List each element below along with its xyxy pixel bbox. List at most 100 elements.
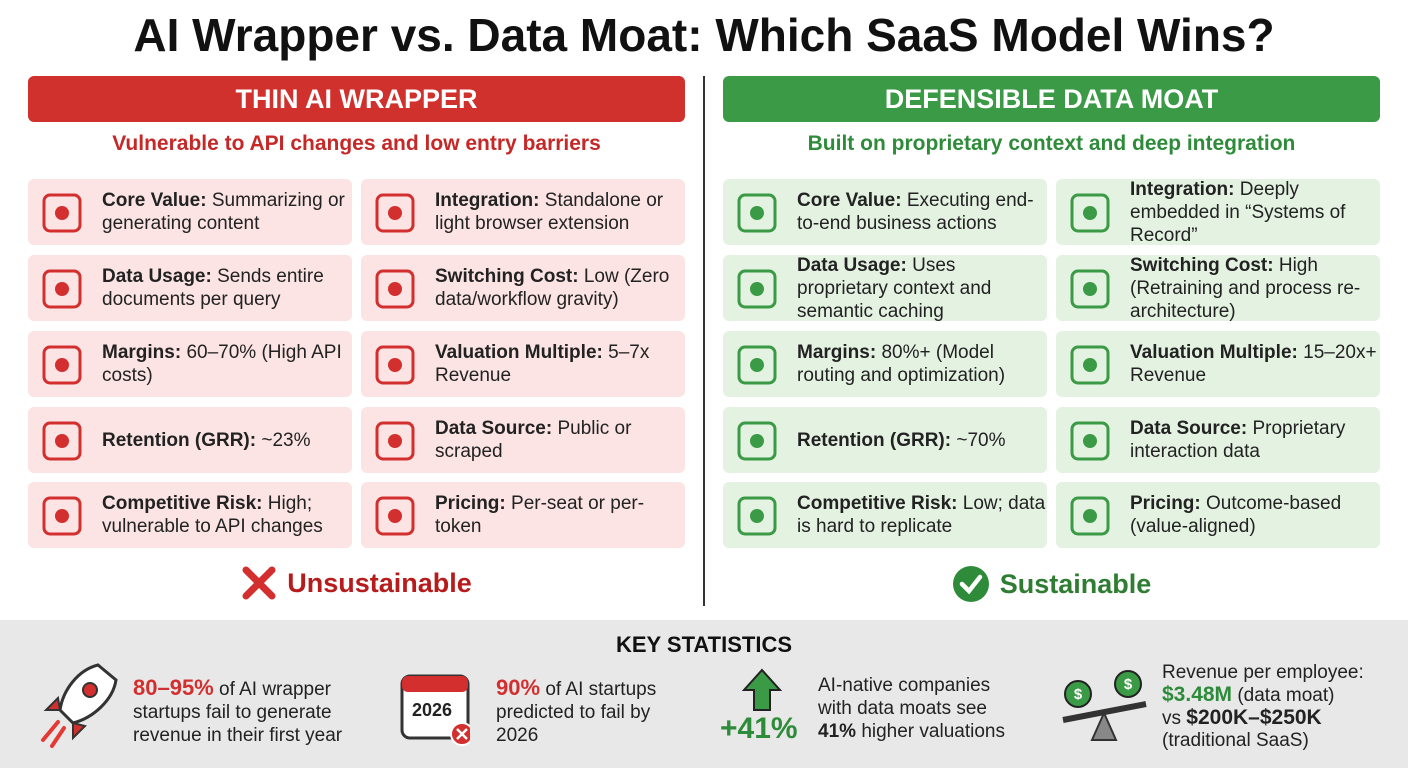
card-value: 15–20x+ Revenue <box>1130 342 1377 386</box>
card: Data Source: Public or scraped <box>361 407 685 473</box>
card-value: Low; data is hard to replicate <box>797 493 1046 537</box>
card: Valuation Multiple: 5–7x Revenue <box>361 331 685 397</box>
stat-note-2: (traditional SaaS) <box>1162 730 1309 751</box>
verdict-text: Unsustainable <box>287 567 472 598</box>
card-label: Core Value: <box>102 190 207 211</box>
card-value: 5–7x Revenue <box>435 342 650 386</box>
stat-4: Revenue per employee: $3.48M (data moat)… <box>1162 662 1402 752</box>
card-icon <box>1070 496 1110 536</box>
card-label: Integration: <box>1130 178 1235 200</box>
card-label: Valuation Multiple: <box>435 342 603 363</box>
svg-text:$: $ <box>1124 676 1133 693</box>
card: Retention (GRR): ~23% <box>28 407 352 473</box>
stats-band <box>0 620 1408 768</box>
card-icon <box>737 345 777 385</box>
card-label: Switching Cost: <box>1130 254 1274 276</box>
card-text: Pricing: Outcome-based (value-aligned) <box>1130 492 1380 538</box>
stat-vs: vs <box>1162 708 1181 729</box>
card: Data Usage: Uses proprietary context and… <box>723 254 1047 322</box>
card-value: 80%+ (Model routing and optimization) <box>797 342 1006 386</box>
card-icon <box>1070 345 1110 385</box>
card-value: High (Retraining and process re-architec… <box>1130 254 1361 322</box>
card-value: 60–70% (High API costs) <box>102 342 342 386</box>
x-icon <box>242 566 276 600</box>
card: Retention (GRR): ~70% <box>723 407 1047 473</box>
card-text: Integration: Deeply embedded in “Systems… <box>1130 178 1380 247</box>
card-icon <box>1070 269 1110 309</box>
stat-highlight: 41% <box>818 721 857 742</box>
card-value: Public or scraped <box>435 418 632 462</box>
card: Data Source: Proprietary interaction dat… <box>1056 407 1380 473</box>
card-text: Switching Cost: High (Retraining and pro… <box>1130 254 1380 323</box>
card-label: Margins: <box>102 342 182 363</box>
card-text: Switching Cost: Low (Zero data/workflow … <box>435 265 685 311</box>
card-icon <box>737 496 777 536</box>
card-text: Retention (GRR): ~70% <box>797 429 1006 452</box>
left-verdict: Unsustainable <box>28 565 685 601</box>
card-value: Standalone or light browser extension <box>435 190 664 234</box>
card-icon <box>42 269 82 309</box>
rocket-icon <box>41 663 118 748</box>
card-text: Data Usage: Sends entire documents per q… <box>102 265 352 311</box>
card-value: Sends entire documents per query <box>102 266 324 310</box>
card-label: Data Usage: <box>797 254 907 276</box>
card: Competitive Risk: Low; data is hard to r… <box>723 482 1047 548</box>
card-label: Core Value: <box>797 190 902 211</box>
card-value: Executing end-to-end business actions <box>797 190 1034 234</box>
card-text: Valuation Multiple: 15–20x+ Revenue <box>1130 341 1380 387</box>
card: Switching Cost: Low (Zero data/workflow … <box>361 255 685 321</box>
stat-text: of AI startups predicted to fail by 2026 <box>496 679 657 746</box>
stat-highlight: 80–95% <box>133 675 214 700</box>
card-value: Per-seat or per-token <box>435 493 645 537</box>
card-value: Proprietary interaction data <box>1130 418 1346 462</box>
card: Pricing: Per-seat or per-token <box>361 482 685 548</box>
stat-2: 90% of AI startups predicted to fail by … <box>496 676 686 747</box>
card-icon <box>737 421 777 461</box>
card-value: Summarizing or generating content <box>102 190 345 234</box>
stat-highlight: $3.48M <box>1162 683 1233 706</box>
stat-note: (data moat) <box>1237 685 1335 706</box>
card-text: Competitive Risk: High; vulnerable to AP… <box>102 492 352 538</box>
card-text: Pricing: Per-seat or per-token <box>435 492 685 538</box>
card-label: Retention (GRR): <box>797 429 952 451</box>
stat-big: +41% <box>720 712 798 745</box>
title: AI Wrapper vs. Data Moat: Which SaaS Mod… <box>133 9 1275 61</box>
stat-text: of AI wrapper startups fail to generate … <box>133 679 343 746</box>
card-label: Competitive Risk: <box>797 493 958 514</box>
card-text: Data Source: Public or scraped <box>435 417 685 463</box>
scale-icon: $ $ <box>1062 670 1147 741</box>
card-label: Valuation Multiple: <box>1130 342 1298 363</box>
card-text: Competitive Risk: Low; data is hard to r… <box>797 492 1047 538</box>
svg-text:$: $ <box>1074 686 1083 703</box>
card: Integration: Standalone or light browser… <box>361 179 685 245</box>
right-header: DEFENSIBLE DATA MOAT <box>723 76 1380 122</box>
card-icon <box>42 345 82 385</box>
card: Competitive Risk: High; vulnerable to AP… <box>28 482 352 548</box>
card-value: Low (Zero data/workflow gravity) <box>435 266 670 310</box>
card-text: Integration: Standalone or light browser… <box>435 189 685 235</box>
card: Core Value: Summarizing or generating co… <box>28 179 352 245</box>
card-text: Core Value: Summarizing or generating co… <box>102 189 352 235</box>
card-label: Data Source: <box>1130 418 1248 439</box>
card-value: High; vulnerable to API changes <box>102 493 323 537</box>
card-icon <box>1070 193 1110 233</box>
card-icon <box>737 193 777 233</box>
card-value: ~23% <box>261 429 311 451</box>
calendar-icon: 2026 <box>400 668 470 746</box>
card-label: Retention (GRR): <box>102 429 257 451</box>
card-icon <box>42 193 82 233</box>
card: Core Value: Executing end-to-end busines… <box>723 179 1047 245</box>
check-icon <box>952 566 989 602</box>
card-text: Retention (GRR): ~23% <box>102 429 311 452</box>
card-text: Valuation Multiple: 5–7x Revenue <box>435 341 685 387</box>
card: Pricing: Outcome-based (value-aligned) <box>1056 482 1380 548</box>
card: Valuation Multiple: 15–20x+ Revenue <box>1056 331 1380 397</box>
card-icon <box>1070 421 1110 461</box>
stat-1: 80–95% of AI wrapper startups fail to ge… <box>133 676 368 747</box>
card: Margins: 60–70% (High API costs) <box>28 331 352 397</box>
card-icon <box>42 496 82 536</box>
stat-highlight: 90% <box>496 675 541 700</box>
card: Data Usage: Sends entire documents per q… <box>28 255 352 321</box>
stat-text-end: higher valuations <box>861 721 1005 742</box>
